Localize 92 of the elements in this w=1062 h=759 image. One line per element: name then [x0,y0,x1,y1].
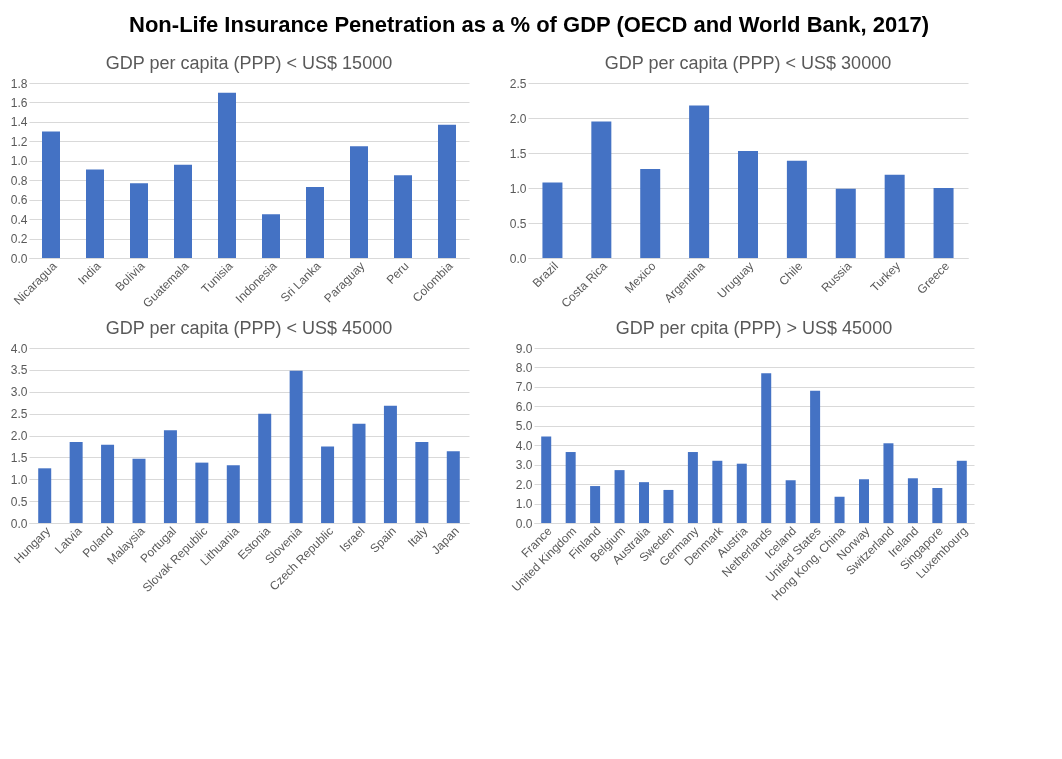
y-tick-label: 3.0 [10,385,28,400]
y-tick-label: 1.0 [509,181,527,196]
bar [174,164,192,258]
bar [195,462,209,523]
y-tick-label: 0.2 [10,232,28,247]
bar [69,442,83,523]
bar [884,174,905,258]
chart-title: GDP per capita (PPP) < US$ 30000 [604,53,892,73]
y-tick-label: 2.5 [10,407,28,422]
y-tick-label: 0.8 [10,173,28,188]
bar [591,121,612,258]
bar [859,479,869,523]
chart-title: GDP per capita (PPP) < US$ 45000 [105,318,393,338]
y-tick-label: 7.0 [515,380,533,395]
y-tick-label: 3.5 [10,363,28,378]
bar [394,175,412,258]
chart-title: GDP per capita (PPP) < US$ 15000 [105,53,393,73]
bar [446,451,460,523]
y-tick-label: 2.0 [509,111,527,126]
y-tick-label: 3.0 [515,458,533,473]
y-tick-label: 0.0 [10,516,28,531]
y-tick-label: 1.0 [10,154,28,169]
bar [590,486,601,523]
bar [262,214,280,258]
bar [218,92,236,258]
y-tick-label: 1.4 [10,115,28,130]
y-tick-label: 1.5 [10,450,28,465]
bar [883,443,894,523]
y-tick-label: 6.0 [515,399,533,414]
bar [289,370,303,523]
y-tick-label: 1.5 [509,146,527,161]
bar [640,169,661,258]
y-tick-label: 4.0 [10,341,28,356]
bar [810,390,821,523]
bar [786,160,807,258]
y-tick-label: 9.0 [515,341,533,356]
bar [163,430,177,523]
y-tick-label: 4.0 [515,438,533,453]
y-tick-label: 0.0 [509,251,527,266]
chart-title: GDP per cpita (PPP) > US$ 45000 [615,318,893,338]
bar [226,465,240,523]
y-tick-label: 1.8 [10,76,28,91]
bar [130,183,148,258]
bar [42,131,60,258]
y-tick-label: 0.4 [10,212,28,227]
bar [761,373,772,523]
bar [932,488,943,523]
y-tick-label: 0.0 [515,516,533,531]
bar [38,468,52,523]
bar [834,496,845,523]
bar [542,182,563,258]
bar [101,444,115,523]
bar [907,478,918,523]
y-tick-label: 0.5 [10,494,28,509]
y-tick-label: 0.5 [509,216,527,231]
bar [350,146,368,258]
bar [736,463,747,523]
bar [565,452,576,523]
bar [541,436,552,523]
bar [687,452,698,523]
y-tick-label: 2.0 [10,429,28,443]
bar [614,470,625,523]
bar [933,188,954,258]
bar [132,458,146,523]
bar [258,413,272,523]
bar [321,446,335,523]
y-tick-label: 2.5 [509,76,527,91]
y-tick-label: 1.0 [10,472,28,487]
y-tick-label: 0.6 [10,193,28,208]
bar [306,187,324,258]
bar [383,405,397,523]
x-tick-label: Italy [404,524,431,550]
bar [835,188,856,258]
bar [663,489,674,523]
bar [639,482,649,523]
bar [438,124,456,258]
bar [415,442,429,523]
y-tick-label: 2.0 [515,477,533,492]
y-tick-label: 8.0 [515,360,533,375]
bar [352,423,366,523]
bar [956,460,967,523]
bar [86,169,104,258]
y-tick-label: 1.2 [10,134,28,149]
y-tick-label: 1.6 [10,95,28,110]
y-tick-label: 1.0 [515,497,533,512]
bar [785,480,796,523]
text: Non-Life Insurance Penetration as a % of GDP (OECD and World Bank, 2017) [129,12,929,37]
bar [738,150,758,258]
bar [689,105,710,258]
y-tick-label: 5.0 [515,419,533,434]
bar [712,460,723,523]
y-tick-label: 0.0 [10,251,28,266]
